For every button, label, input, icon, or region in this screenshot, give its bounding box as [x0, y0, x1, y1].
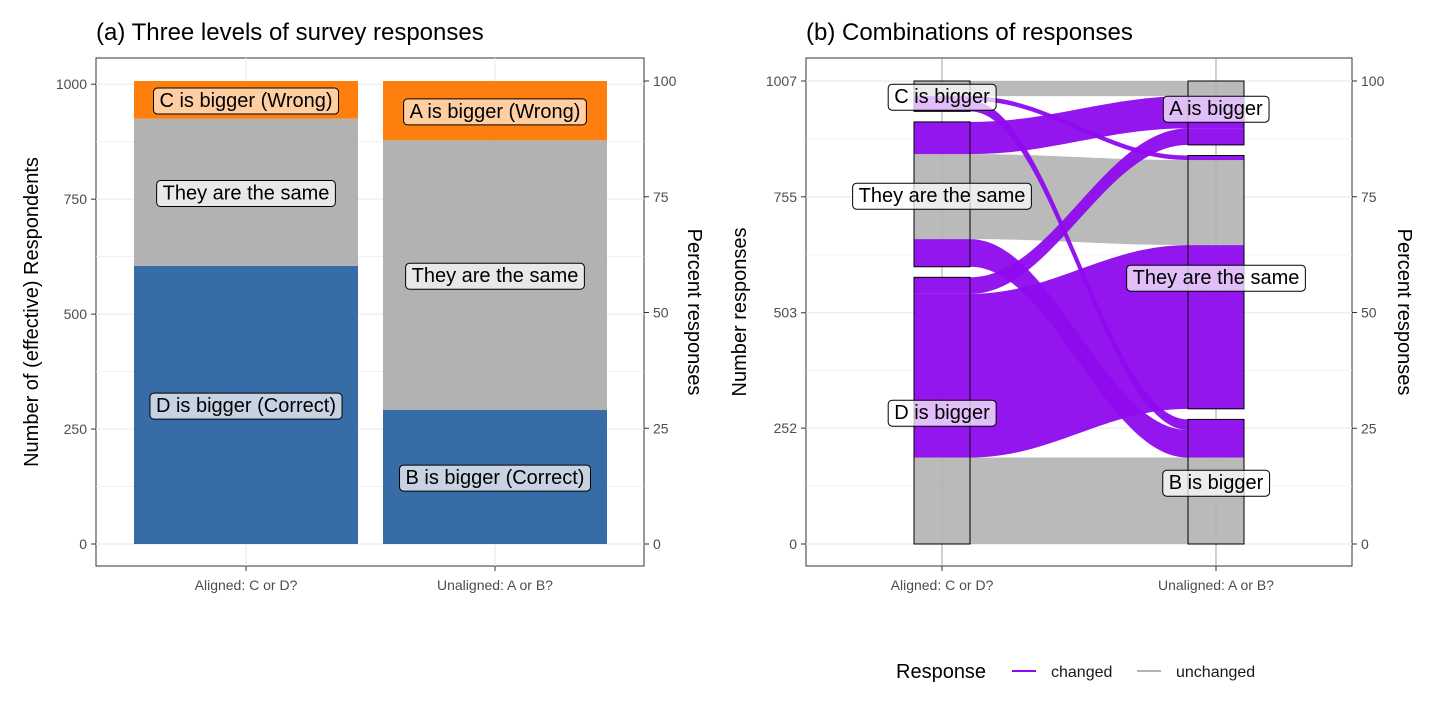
panel-b-y-right-tick-label: 50	[1361, 305, 1377, 321]
bar-label-they-are-the-same: They are the same	[405, 262, 585, 290]
panel-b-y-tick-label: 252	[774, 420, 798, 436]
stratum-label-left-d-is-bigger-text: D is bigger	[894, 402, 990, 424]
panel-a-y-right-tick-label: 0	[653, 536, 661, 552]
stratum-label-left-d-is-bigger: D is bigger	[887, 399, 997, 427]
bar-label-they-are-the-same: They are the same	[156, 179, 336, 207]
panel-a-title: (a) Three levels of survey responses	[96, 19, 484, 46]
panel-b-y-right-tick-label: 100	[1361, 73, 1385, 89]
panel-a-y-axis-title: Number of (effective) Respondents	[21, 157, 43, 467]
stratum-label-left-c-is-bigger-text: C is bigger	[894, 86, 990, 108]
panel-b-y-tick-label: 503	[774, 305, 798, 321]
bar-label-a-is-bigger-wrong-text: A is bigger (Wrong)	[410, 101, 581, 123]
panel-b-y-axis-right-title: Percent responses	[1393, 229, 1415, 396]
panel-a-y-right-tick-label: 25	[653, 420, 669, 436]
panel-a-y-tick-label: 250	[64, 421, 88, 437]
bar-label-c-is-bigger-wrong-text: C is bigger (Wrong)	[159, 90, 332, 112]
stratum-label-right-they-are-the-same: They are the same	[1126, 264, 1306, 292]
stratum-label-left-they-are-the-same-box	[852, 182, 1032, 210]
panel-a: (a) Three levels of survey responses D i…	[21, 19, 705, 593]
stratum-label-right-a-is-bigger: A is bigger	[1162, 95, 1270, 123]
panel-a-x-tick-label: Aligned: C or D?	[195, 577, 298, 593]
panel-b-title: (b) Combinations of responses	[806, 19, 1133, 46]
panel-a-axes: 0 0 250 25 500 50 750 75 1000 100 Aligned: C or D?…	[56, 73, 677, 593]
panel-b-y-axis-title: Number responses	[729, 228, 751, 397]
bar-label-c-is-bigger-wrong: C is bigger (Wrong)	[152, 87, 340, 115]
panel-a-y-right-tick-label: 50	[653, 305, 669, 321]
bar-label-they-are-the-same-box	[156, 179, 336, 207]
stratum-label-left-they-are-the-same-text: They are the same	[859, 185, 1026, 207]
bar-label-b-is-bigger-correct-box	[399, 464, 591, 492]
flow-d-is-bigger-to-b-is-bigger	[914, 457, 1244, 544]
panel-a-y-right-tick-label: 100	[653, 73, 677, 89]
stratum-label-right-they-are-the-same-text: They are the same	[1133, 267, 1300, 289]
stratum-label-right-a-is-bigger-text: A is bigger	[1169, 98, 1263, 120]
panel-b-y-right-tick-label: 75	[1361, 189, 1377, 205]
stratum-label-left-c-is-bigger: C is bigger	[887, 83, 997, 111]
panel-a-y-right-tick-label: 75	[653, 189, 669, 205]
stratum-label-right-a-is-bigger-box	[1162, 95, 1270, 123]
panel-b-y-right-tick-label: 0	[1361, 536, 1369, 552]
stratum-label-right-b-is-bigger-box	[1162, 469, 1271, 497]
bar-label-they-are-the-same-box	[405, 262, 585, 290]
panel-a-y-tick-label: 750	[64, 191, 88, 207]
panel-b-y-right-tick-label: 25	[1361, 420, 1377, 436]
bar-label-b-is-bigger-correct: B is bigger (Correct)	[399, 464, 591, 492]
panel-a-y-axis-right-title: Percent responses	[683, 229, 705, 396]
panel-b: (b) Combinations of responses D is bigge…	[729, 19, 1415, 593]
flow-they-are-the-same-to-they-are-the-same	[914, 154, 1244, 246]
panel-a-y-tick-label: 0	[79, 536, 87, 552]
panel-a-segment-labels: D is bigger (Correct) They are the same C …	[149, 87, 591, 492]
flow-they-are-the-same-to-b-is-bigger	[914, 239, 1244, 458]
legend-label-unchanged: unchanged	[1176, 664, 1255, 681]
bar-label-c-is-bigger-wrong-box	[152, 87, 340, 115]
panel-b-stratum-labels: D is bigger They are the same C is bigger B…	[852, 83, 1306, 497]
panel-b-y-tick-label: 1007	[766, 73, 797, 89]
bar-label-d-is-bigger-correct: D is bigger (Correct)	[149, 392, 343, 420]
flow-d-is-bigger-to-a-is-bigger	[914, 128, 1244, 294]
panel-b-y-tick-label: 755	[774, 189, 798, 205]
bar-label-b-is-bigger-correct-text: B is bigger (Correct)	[406, 467, 585, 489]
bar-label-they-are-the-same-text: They are the same	[412, 265, 579, 287]
stratum-label-left-d-is-bigger-box	[887, 399, 997, 427]
panel-a-x-tick-label: Unaligned: A or B?	[437, 577, 553, 593]
flow-they-are-the-same-to-a-is-bigger	[914, 96, 1244, 155]
panel-a-y-tick-label: 1000	[56, 76, 87, 92]
stratum-label-left-c-is-bigger-box	[887, 83, 997, 111]
legend: Response changed unchanged	[896, 661, 1255, 683]
stratum-label-left-they-are-the-same: They are the same	[852, 182, 1032, 210]
stratum-label-right-b-is-bigger-text: B is bigger	[1169, 472, 1264, 494]
flow-c-is-bigger-to-they-are-the-same	[914, 96, 1244, 161]
panel-b-x-tick-label: Aligned: C or D?	[891, 577, 994, 593]
panel-b-x-tick-label: Unaligned: A or B?	[1158, 577, 1274, 593]
panel-a-y-tick-label: 500	[64, 306, 88, 322]
legend-label-changed: changed	[1051, 664, 1112, 681]
stratum-label-right-b-is-bigger: B is bigger	[1162, 469, 1271, 497]
bar-label-d-is-bigger-correct-box	[149, 392, 343, 420]
legend-title: Response	[896, 661, 986, 683]
panel-b-y-tick-label: 0	[789, 536, 797, 552]
stratum-label-right-they-are-the-same-box	[1126, 264, 1306, 292]
bar-label-d-is-bigger-correct-text: D is bigger (Correct)	[156, 395, 336, 417]
panel-b-axes: 0 0 252 25 503 50 755 75 1007 100 Aligned: C or D?…	[766, 73, 1385, 593]
bar-label-they-are-the-same-text: They are the same	[163, 182, 330, 204]
bar-label-a-is-bigger-wrong-box	[403, 98, 587, 126]
bar-label-a-is-bigger-wrong: A is bigger (Wrong)	[403, 98, 587, 126]
flow-c-is-bigger-to-b-is-bigger	[914, 100, 1244, 430]
